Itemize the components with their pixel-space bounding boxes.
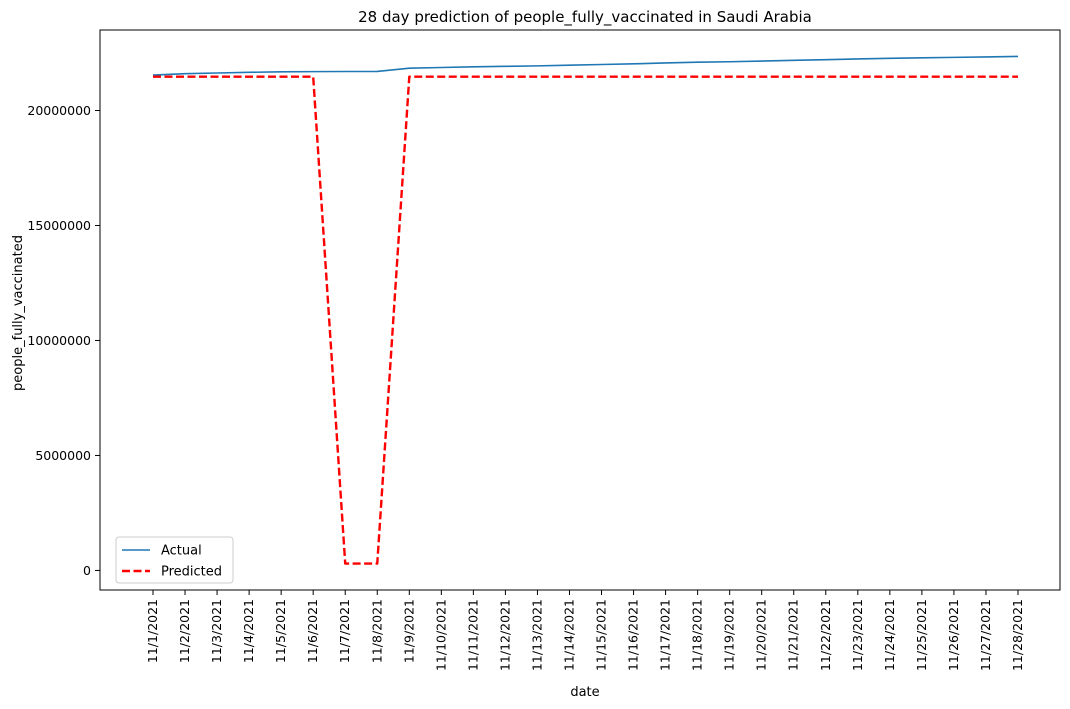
x-tick-label: 11/3/2021: [209, 599, 224, 663]
x-tick-label: 11/7/2021: [337, 599, 352, 663]
x-tick-label: 11/16/2021: [626, 599, 641, 671]
x-tick-label: 11/5/2021: [273, 599, 288, 663]
series-layer: [152, 55, 1019, 565]
x-tick-label: 11/24/2021: [882, 599, 897, 671]
x-tick-label: 11/27/2021: [978, 599, 993, 671]
x-tick-label: 11/28/2021: [1010, 599, 1025, 671]
x-tick-label: 11/18/2021: [690, 599, 705, 671]
legend-label-actual: Actual: [161, 544, 202, 559]
y-tick-label: 10000000: [27, 333, 91, 348]
x-tick-label: 11/9/2021: [401, 599, 416, 663]
y-tick-label: 5000000: [35, 448, 91, 463]
x-tick-label: 11/1/2021: [145, 599, 160, 663]
plot-frame: [99, 29, 1061, 591]
x-tick-label: 11/20/2021: [754, 599, 769, 671]
y-tick-label: 20000000: [27, 103, 91, 118]
x-tick-label: 11/15/2021: [594, 599, 609, 671]
x-tick-label: 11/21/2021: [786, 599, 801, 671]
x-axis-label: date: [570, 685, 599, 700]
x-tick-label: 11/23/2021: [850, 599, 865, 671]
x-tick-label: 11/17/2021: [658, 599, 673, 671]
x-tick-label: 11/22/2021: [818, 599, 833, 671]
series-line-predicted: [153, 75, 1018, 565]
y-tick-label: 15000000: [27, 218, 91, 233]
y-axis: 0 5000000 10000000 15000000 20000000: [27, 103, 100, 578]
x-tick-label: 11/10/2021: [433, 599, 448, 671]
legend: Actual Predicted: [115, 536, 234, 584]
x-tick-label: 11/4/2021: [241, 599, 256, 663]
x-tick-label: 11/12/2021: [497, 599, 512, 671]
series-line-actual: [152, 55, 1019, 76]
legend-label-predicted: Predicted: [161, 565, 222, 580]
x-tick-label: 11/19/2021: [722, 599, 737, 671]
x-tick-label: 11/11/2021: [465, 599, 480, 671]
y-tick-label: 0: [83, 563, 91, 578]
x-tick-label: 11/26/2021: [946, 599, 961, 671]
x-tick-label: 11/6/2021: [305, 599, 320, 663]
x-tick-label: 11/13/2021: [529, 599, 544, 671]
x-tick-label: 11/2/2021: [177, 599, 192, 663]
chart-title: 28 day prediction of people_fully_vaccin…: [358, 8, 812, 27]
plot-area: [99, 29, 1061, 591]
y-axis-label: people_fully_vaccinated: [11, 235, 26, 391]
x-tick-label: 11/8/2021: [369, 599, 384, 663]
x-tick-label: 11/25/2021: [914, 599, 929, 671]
x-tick-label: 11/14/2021: [561, 599, 576, 671]
x-axis: 11/1/2021 11/2/2021 11/3/2021 11/4/2021 11/5…: [145, 590, 1025, 671]
